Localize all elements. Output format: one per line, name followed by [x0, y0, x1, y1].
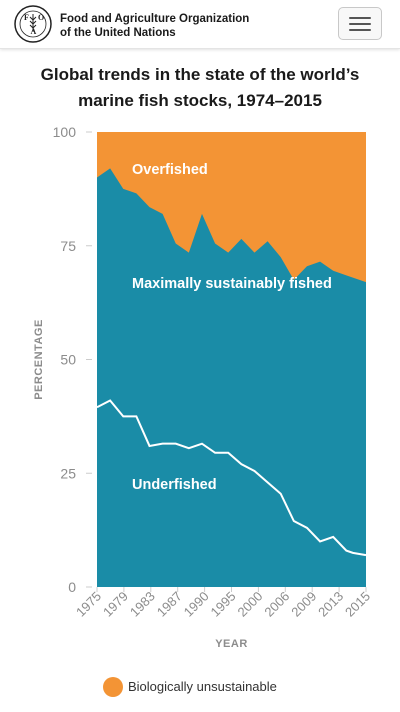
legend-swatch-biologically-unsustainable: [103, 677, 123, 697]
fao-logo[interactable]: F O A: [14, 5, 52, 43]
stacked-area-chart: 0 25 50 75 100 PERCENTAGE 19751979198319871990…: [33, 124, 373, 650]
hamburger-bar: [349, 23, 371, 25]
x-tick-label-1995: 1995: [208, 589, 239, 620]
wheat-icon: [29, 14, 37, 31]
y-tick-label-50: 50: [60, 352, 76, 368]
x-axis-label: YEAR: [215, 638, 248, 650]
chart-title-line1: Global trends in the state of the world’…: [40, 65, 360, 84]
y-tick-label-100: 100: [53, 124, 77, 140]
x-tick-label-2015: 2015: [342, 589, 373, 620]
annotation-maximally-sustainably-fished: Maximally sustainably fished: [132, 276, 332, 292]
hamburger-menu-icon: [349, 17, 371, 19]
x-tick-label-2009: 2009: [288, 589, 319, 620]
x-tick-label-1990: 1990: [181, 589, 212, 620]
annotation-underfished: Underfished: [132, 477, 217, 493]
logo-letter-a: A: [31, 27, 37, 36]
site-header: F O A Food and Agriculture Organization …: [0, 0, 400, 49]
underfished-line: [96, 399, 367, 557]
logo-letter-f: F: [24, 13, 29, 22]
legend-label-biologically-unsustainable: Biologically unsustainable: [128, 679, 277, 694]
x-tick-label-2013: 2013: [315, 589, 346, 620]
x-tick-label-2000: 2000: [234, 589, 265, 620]
x-tick-label-2006: 2006: [261, 589, 292, 620]
organization-name[interactable]: Food and Agriculture Organization of the…: [60, 12, 249, 40]
chart-title: Global trends in the state of the world’…: [10, 62, 390, 114]
chart-title-line2: marine fish stocks, 1974–2015: [78, 91, 322, 110]
hamburger-bar: [349, 29, 371, 31]
logo-letter-o: O: [38, 13, 44, 22]
x-tick-label-1979: 1979: [100, 589, 131, 620]
y-axis-label: PERCENTAGE: [33, 319, 45, 400]
org-name-line2: of the United Nations: [60, 27, 176, 39]
x-tick-label-1975: 1975: [73, 589, 104, 620]
org-name-line1: Food and Agriculture Organization: [60, 13, 250, 25]
x-tick-label-1987: 1987: [154, 589, 185, 620]
y-tick-label-25: 25: [60, 465, 76, 481]
y-tick-label-75: 75: [60, 238, 76, 254]
menu-button[interactable]: [338, 7, 382, 40]
maximally-sustainably-fished-area: [97, 168, 366, 587]
y-tick-label-0: 0: [68, 579, 76, 595]
x-tick-label-1983: 1983: [127, 589, 158, 620]
annotation-overfished: Overfished: [132, 162, 208, 178]
